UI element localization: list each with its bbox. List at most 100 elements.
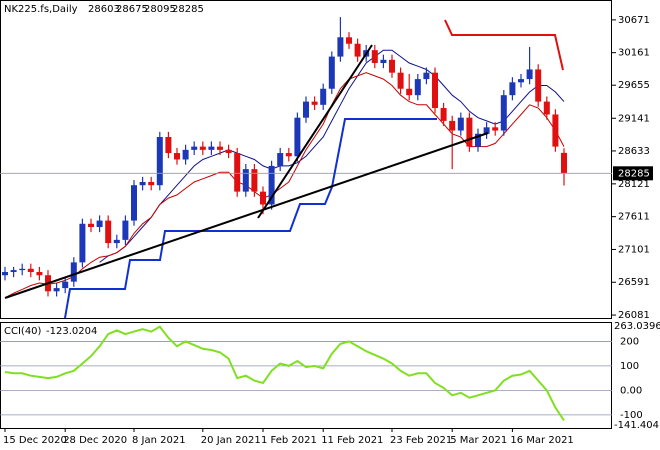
y-tick-label: 29141	[618, 113, 650, 124]
y-tick-label: 27611	[618, 212, 650, 223]
candle-body	[457, 117, 464, 131]
x-tick-label: 5 Mar 2021	[450, 435, 507, 446]
candle-body	[285, 153, 292, 157]
candle-body	[518, 79, 524, 83]
candle-body	[337, 37, 344, 57]
x-tick-label: 11 Feb 2021	[321, 435, 383, 446]
candle-body	[36, 272, 43, 276]
candle-body	[27, 268, 34, 273]
candle-body	[277, 153, 284, 166]
channel-line-red	[444, 19, 564, 71]
price-label-box	[613, 166, 653, 181]
candle-body	[389, 59, 395, 73]
x-tick-label: 28 Dec 2020	[63, 435, 127, 446]
candle-body	[174, 153, 180, 160]
candle-body	[113, 239, 120, 244]
trend-line	[4, 132, 489, 299]
candle-body	[268, 165, 275, 205]
candle-body	[328, 56, 335, 89]
y-tick-label: 28121	[618, 179, 650, 190]
candle-body	[354, 43, 361, 57]
candle-body	[139, 181, 146, 186]
y-tick-label: 100	[620, 361, 639, 372]
candle-body	[500, 95, 507, 131]
candle-body	[217, 146, 223, 150]
candle-body	[131, 185, 137, 221]
indicator-name: CCI(40)	[4, 326, 42, 337]
y-tick-label: 0.00	[620, 385, 642, 396]
candle-body	[234, 153, 241, 192]
y-tick-label: 27101	[618, 244, 650, 255]
y-tick-label: 26081	[618, 310, 650, 321]
candle-body	[380, 59, 387, 64]
y-tick-label: -100	[620, 410, 643, 421]
candle-body	[346, 37, 352, 44]
candle-body	[492, 127, 499, 131]
candle-body	[311, 101, 318, 105]
ohlc-low: 28095	[144, 4, 176, 15]
candle-body	[70, 262, 77, 282]
symbol: NK225.fs,Daily	[4, 4, 78, 15]
main-panel	[0, 0, 612, 319]
candle-body	[466, 117, 473, 147]
candle-body	[294, 117, 301, 157]
y-limit-label: 263.0396	[614, 321, 660, 332]
candle-body	[509, 82, 516, 96]
ohlc-close: 28285	[172, 4, 204, 15]
candle-body	[225, 149, 232, 154]
candle-body	[526, 69, 533, 80]
candle-body	[406, 88, 413, 96]
ohlc-high: 28675	[116, 4, 148, 15]
candle-body	[96, 220, 103, 228]
y-tick-label: 30671	[618, 15, 650, 26]
y-tick-label: 28633	[618, 146, 650, 157]
candle-body	[165, 136, 172, 154]
candle-body	[440, 108, 447, 121]
candle-body	[251, 169, 258, 192]
candle-body	[320, 88, 327, 105]
candle-body	[105, 220, 112, 244]
candle-body	[397, 72, 404, 89]
candle-body	[242, 169, 249, 192]
cci-line	[4, 325, 565, 422]
indicator-value: -123.0204	[46, 326, 97, 337]
x-tick-label: 15 Dec 2020	[3, 435, 67, 446]
x-tick-label: 23 Feb 2021	[390, 435, 452, 446]
candle-body	[156, 136, 163, 186]
candle-body	[449, 120, 456, 131]
candle-body	[10, 270, 17, 273]
cci-panel	[0, 322, 612, 429]
y-limit-label: -141.404	[614, 420, 659, 431]
candle-body	[423, 72, 430, 80]
candle-body	[62, 281, 69, 289]
y-tick-label: 200	[620, 336, 639, 347]
candle-body	[483, 127, 490, 134]
candle-body	[148, 181, 155, 186]
candle-body	[371, 50, 378, 64]
x-tick-label: 8 Jan 2021	[132, 435, 186, 446]
candle-body	[208, 146, 215, 150]
candle-body	[543, 101, 550, 115]
y-tick-label: 29655	[618, 80, 650, 91]
candle-body	[303, 101, 309, 118]
x-tick-label: 16 Mar 2021	[510, 435, 573, 446]
candle-body	[122, 220, 129, 240]
candle-body	[535, 69, 542, 102]
x-tick-label: 1 Feb 2021	[261, 435, 317, 446]
ohlc-open: 28603	[88, 4, 120, 15]
candle-body	[260, 191, 266, 205]
candle-body	[432, 72, 438, 109]
y-tick-label: 26591	[618, 277, 650, 288]
trend-line	[257, 44, 373, 219]
candle-body	[19, 268, 26, 271]
candle-body	[2, 272, 8, 276]
y-tick-label: 30161	[618, 48, 650, 59]
candle-body	[191, 146, 198, 150]
candle-body	[53, 288, 60, 292]
candle-body	[552, 114, 559, 147]
candle-body	[182, 149, 189, 160]
candle-body	[561, 152, 567, 174]
x-tick-label: 20 Jan 2021	[201, 435, 261, 446]
moving-average	[99, 49, 565, 263]
